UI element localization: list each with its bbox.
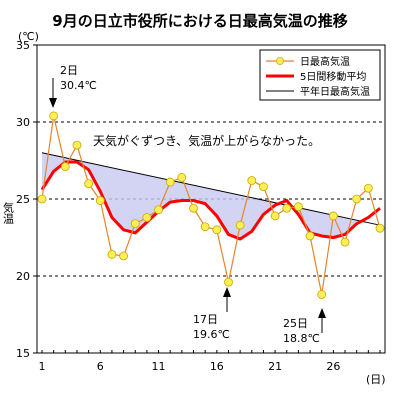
daily-point-15 xyxy=(200,222,210,232)
annotation-temp-2: 30.4℃ xyxy=(60,79,97,92)
annotation-day-2: 2日 xyxy=(60,64,78,77)
daily-point-12 xyxy=(165,177,175,187)
daily-point-3 xyxy=(60,162,70,172)
y-tick-label-30: 30 xyxy=(16,116,30,129)
daily-point-2 xyxy=(49,111,59,121)
daily-point-21 xyxy=(270,211,280,221)
y-tick-label-35: 35 xyxy=(16,39,30,52)
series-normal-line xyxy=(41,152,381,226)
x-unit-label: (日) xyxy=(366,373,386,386)
daily-point-22 xyxy=(282,203,292,213)
annotations: 2日 30.4℃ 17日 19.6℃ 25日 18.8℃ xyxy=(49,64,326,345)
annotation-arrowhead-17 xyxy=(223,287,231,297)
series-layer xyxy=(37,111,385,299)
daily-point-11 xyxy=(154,205,163,215)
legend: 日最高気温 5日間移動平均 平年日最高気温 xyxy=(259,49,381,101)
daily-point-4 xyxy=(72,140,82,150)
daily-point-26 xyxy=(328,211,338,221)
x-tick-label-1: 1 xyxy=(39,360,46,373)
daily-point-29 xyxy=(363,183,373,193)
y-unit-label: (℃) xyxy=(18,30,39,43)
daily-point-10 xyxy=(142,213,152,222)
daily-point-19 xyxy=(247,176,257,185)
daily-point-18 xyxy=(235,220,245,230)
annotation-temp-25: 18.8℃ xyxy=(283,332,320,345)
annotation-day-25: 25日 xyxy=(283,317,308,330)
legend-label-daily: 日最高気温 xyxy=(300,55,350,68)
annotation-arrowhead-25 xyxy=(318,308,326,318)
daily-point-13 xyxy=(177,173,187,182)
note-text: 天気がぐずつき、気温が上がらなかった。 xyxy=(93,133,320,148)
daily-point-14 xyxy=(189,203,198,213)
legend-label-moving-average: 5日間移動平均 xyxy=(300,70,366,83)
daily-point-5 xyxy=(84,179,94,189)
x-tick-label-21: 21 xyxy=(268,360,282,373)
x-tick-label-26: 26 xyxy=(326,360,340,373)
y-tick-label-20: 20 xyxy=(16,270,30,283)
daily-point-20 xyxy=(259,182,268,192)
daily-point-16 xyxy=(212,225,222,235)
note-box: 天気がぐずつき、気温が上がらなかった。 xyxy=(87,130,320,150)
daily-point-24 xyxy=(305,231,315,241)
legend-label-normal: 平年日最高気温 xyxy=(300,85,370,98)
annotation-temp-17: 19.6℃ xyxy=(193,328,230,341)
daily-point-9 xyxy=(130,219,140,229)
daily-point-6 xyxy=(95,196,105,205)
shaded-region xyxy=(42,152,380,240)
annotation-arrowhead-2 xyxy=(49,98,57,108)
series-moving-average-line xyxy=(40,160,381,241)
y-axis-label: 気温 xyxy=(2,201,15,224)
chart-title: 9月の日立市役所における日最高気温の推移 xyxy=(52,12,347,30)
y-tick-label-15: 15 xyxy=(16,347,30,360)
y-tick-label-25: 25 xyxy=(16,193,30,206)
daily-point-23 xyxy=(294,202,303,212)
daily-point-30 xyxy=(375,223,385,233)
annotation-day-17: 17日 xyxy=(193,313,218,326)
daily-point-27 xyxy=(340,237,350,247)
x-tick-label-16: 16 xyxy=(210,360,224,373)
daily-point-1 xyxy=(37,194,47,204)
daily-point-17 xyxy=(224,277,233,287)
daily-point-7 xyxy=(107,250,117,259)
daily-point-25 xyxy=(317,290,327,299)
daily-point-28 xyxy=(352,194,362,204)
note-frame xyxy=(87,130,305,150)
x-tick-label-11: 11 xyxy=(152,360,166,373)
x-tick-label-6: 6 xyxy=(97,360,104,373)
shaded-area xyxy=(42,152,380,240)
daily-point-8 xyxy=(119,251,128,261)
legend-marker-daily xyxy=(276,57,284,65)
